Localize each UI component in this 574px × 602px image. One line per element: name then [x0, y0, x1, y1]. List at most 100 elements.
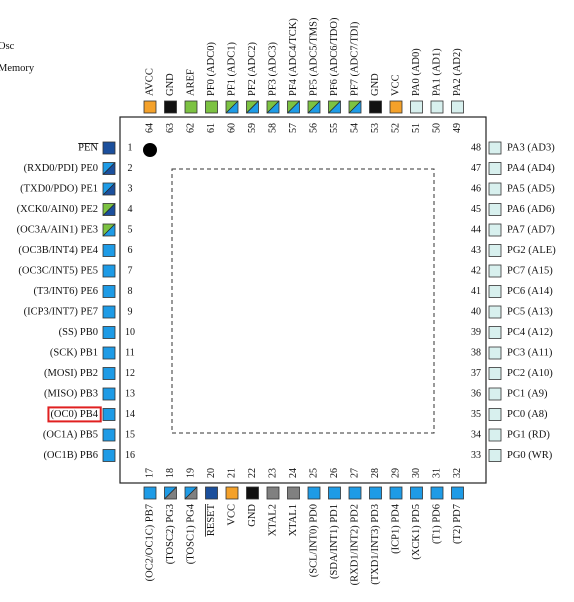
pin-label: (T3/INT6) PE6 — [34, 286, 98, 297]
pin-label: PA3 (AD3) — [507, 142, 555, 153]
pin-label: AVCC — [144, 68, 155, 96]
pin-label: (MOSI) PB2 — [44, 368, 98, 379]
pin-9: 9 (ICP3/INT7) PE7 — [24, 305, 133, 319]
pin-number: 21 — [226, 468, 237, 478]
pin-label: XTAL2 — [267, 504, 278, 536]
pin-label: AREF — [185, 69, 196, 96]
pin-label: PC1 (A9) — [507, 388, 548, 399]
pin-number: 5 — [128, 224, 133, 235]
pin-number: 34 — [471, 429, 481, 440]
pin-3: 3 (TXD0/PDO) PE1 — [20, 182, 133, 196]
pin-label: PA2 (AD2) — [452, 48, 463, 96]
pin-number: 25 — [308, 468, 319, 478]
pin-label: (RXD1/INT2) PD2 — [349, 504, 360, 585]
pin-26: 26 (SDA/INT1) PD1 — [328, 468, 341, 579]
pin-label: (OC1A) PB5 — [43, 429, 98, 440]
pin-label: PF1 (ADC1) — [226, 42, 237, 96]
pin-22: 22 GND — [246, 468, 259, 527]
pin-45: 45 PA6 (AD6) — [471, 203, 555, 216]
pin-number: 32 — [452, 468, 463, 478]
pin-label: GND — [165, 73, 176, 96]
pin-64: 64 AVCC — [143, 68, 157, 133]
pin-number: 57 — [288, 123, 299, 133]
pin-label: PC5 (A13) — [507, 306, 553, 317]
pin-36: 36 PC1 (A9) — [471, 387, 548, 401]
pin-label: PA0 (AD0) — [411, 48, 422, 96]
pin-5: 5 (OC3A/AIN1) PE3 — [17, 223, 133, 237]
pin-number: 14 — [125, 409, 135, 420]
pin-label: PC6 (A14) — [507, 286, 553, 297]
pin-number: 13 — [125, 388, 135, 399]
pin-12: 12 (MOSI) PB2 — [44, 367, 135, 380]
pin-number: 8 — [128, 286, 133, 297]
pin-number: 7 — [128, 265, 133, 276]
pin-number: 63 — [165, 123, 176, 133]
pin-label: PC0 (A8) — [507, 409, 548, 420]
highlight-box — [47, 406, 102, 423]
pin-label: (SCL/INT0) PD0 — [308, 504, 319, 577]
pin-label: (SCK) PB1 — [50, 347, 98, 358]
pin-number: 37 — [471, 368, 481, 379]
pin-47: 47 PA4 (AD4) — [471, 162, 555, 175]
pin-number: 53 — [370, 123, 381, 133]
pin-label: PF5 (ADC5/TMS) — [308, 17, 319, 96]
pin-15: 15 (OC1A) PB5 — [43, 428, 135, 442]
pin-number: 55 — [329, 123, 340, 133]
pin-number: 50 — [431, 123, 442, 133]
pin-number: 15 — [125, 429, 135, 440]
pin-58: 58 PF3 (ADC3) — [266, 42, 280, 133]
pin-34: 34 PG1 (RD) — [471, 428, 550, 442]
pin-label: (ICP3/INT7) PE7 — [24, 306, 98, 317]
pin-label: PF2 (ADC2) — [247, 42, 258, 96]
pin-62: 62 AREF — [184, 69, 198, 133]
pin-number: 6 — [128, 245, 133, 256]
pin-51: 51 PA0 (AD0) — [410, 48, 423, 133]
pin-number: 18 — [165, 468, 176, 478]
pin-number: 44 — [471, 224, 481, 235]
pin-6: 6 (OC3B/INT4) PE4 — [18, 244, 133, 257]
pin-57: 57 PF4 (ADC4/TCK) — [287, 18, 300, 133]
pin-48: 48 PA3 (AD3) — [471, 141, 555, 155]
pin-59: 59 PF2 (ADC2) — [246, 42, 259, 133]
pin-35: 35 PC0 (A8) — [471, 408, 548, 421]
pin-number: 33 — [471, 450, 481, 461]
pin-16: 16 (OC1B) PB6 — [43, 449, 135, 462]
pin-29: 29 (ICP1) PD4 — [389, 468, 403, 554]
pin-label: PF6 (ADC6/TDO) — [329, 17, 340, 96]
pin-4: 4 (XCK0/AIN0) PE2 — [17, 203, 133, 216]
pin-number: 29 — [390, 468, 401, 478]
pin-number: 28 — [370, 468, 381, 478]
pin-number: 24 — [288, 468, 299, 478]
pin-number: 2 — [128, 163, 133, 174]
pin-label: PC7 (A15) — [507, 265, 553, 276]
pin-54: 54 PF7 (ADC7/TDI) — [348, 21, 362, 133]
pin-number: 51 — [411, 123, 422, 133]
pin-label: (OC3B/INT4) PE4 — [18, 245, 98, 256]
pin-number: 46 — [471, 183, 481, 194]
pin-7: 7 (OC3C/INT5) PE5 — [18, 264, 133, 278]
pin-number: 30 — [411, 468, 422, 478]
pin-25: 25 (SCL/INT0) PD0 — [307, 468, 321, 577]
pin-number: 1 — [128, 142, 133, 153]
pin-8: 8 (T3/INT6) PE6 — [34, 285, 133, 298]
pin-32: 32 (T2) PD7 — [451, 468, 464, 544]
pin-number: 4 — [128, 204, 133, 215]
pin-label: PG1 (RD) — [507, 429, 550, 440]
pin-number: 12 — [125, 368, 135, 379]
pin-13: 13 (MISO) PB3 — [44, 387, 135, 401]
pin-label: PA4 (AD4) — [507, 163, 555, 174]
pin-28: 28 (TXD1/INT3) PD3 — [369, 468, 382, 585]
pin-label: GND — [370, 73, 381, 96]
pin-label: (OC1B) PB6 — [43, 450, 98, 461]
pin-number: 16 — [125, 450, 135, 461]
pin-number: 10 — [125, 327, 135, 338]
pin-number: 27 — [349, 468, 360, 478]
pin-number: 11 — [125, 347, 135, 358]
pin-number: 48 — [471, 142, 481, 153]
pin-label: PF3 (ADC3) — [267, 42, 278, 96]
legend-fragment-memory: Memory — [0, 63, 35, 74]
pin-label: (SS) PB0 — [59, 327, 98, 338]
pin-49: 49 PA2 (AD2) — [451, 48, 464, 133]
die-outline — [171, 168, 435, 434]
